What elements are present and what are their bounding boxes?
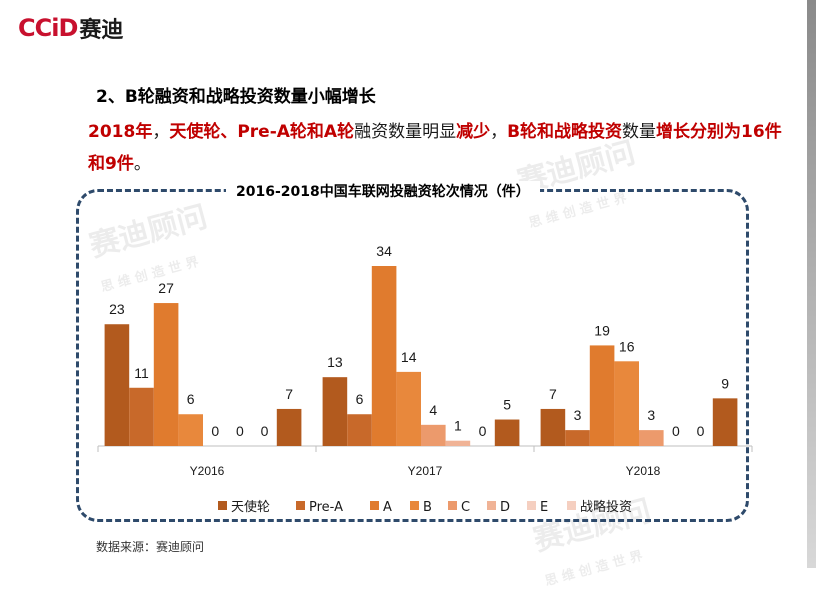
data-label: 6 xyxy=(356,391,364,407)
logo-latin: CCiD xyxy=(18,14,78,42)
data-label: 19 xyxy=(594,322,610,338)
data-label: 14 xyxy=(401,349,417,365)
bar xyxy=(421,424,446,446)
data-label: 0 xyxy=(261,423,269,439)
data-label: 9 xyxy=(721,375,729,391)
data-label: 0 xyxy=(211,423,219,439)
data-label: 0 xyxy=(236,423,244,439)
data-label: 13 xyxy=(327,354,343,370)
x-tick-label: Y2016 xyxy=(190,464,225,478)
legend-label: 战略投资 xyxy=(580,499,632,515)
legend-swatch xyxy=(218,501,227,510)
legend-swatch xyxy=(448,501,457,510)
bar xyxy=(614,361,639,446)
bar xyxy=(565,430,590,446)
lead-em: 增长分别为16件和9件 xyxy=(88,122,782,174)
legend-swatch xyxy=(296,501,305,510)
lead-paragraph: 2018年，天使轮、Pre-A轮和A轮融资数量明显减少，B轮和战略投资数量增长分… xyxy=(88,116,788,180)
bar xyxy=(494,419,520,446)
data-label: 3 xyxy=(574,407,582,423)
data-label: 7 xyxy=(549,386,557,402)
data-label: 7 xyxy=(285,386,293,402)
legend-label: Pre-A xyxy=(309,500,343,515)
bar xyxy=(276,408,302,446)
bar xyxy=(104,324,130,446)
lead-em: 减少 xyxy=(456,122,491,142)
lead-text: 融资数量明显 xyxy=(354,122,457,142)
lead-em: B轮和战略投资 xyxy=(507,122,623,142)
bar xyxy=(639,430,664,446)
legend-label: E xyxy=(540,500,548,515)
bar xyxy=(322,377,348,446)
bar xyxy=(371,266,397,446)
legend-swatch xyxy=(567,501,576,510)
legend-swatch xyxy=(410,501,419,510)
bar xyxy=(129,387,154,446)
x-tick-label: Y2018 xyxy=(626,464,661,478)
bar xyxy=(396,371,421,446)
data-label: 34 xyxy=(376,243,392,259)
bar xyxy=(712,398,738,446)
bar xyxy=(347,414,372,446)
data-label: 0 xyxy=(672,423,680,439)
x-tick-label: Y2017 xyxy=(408,464,443,478)
lead-text: ， xyxy=(152,122,170,142)
bar xyxy=(445,440,471,446)
legend-label: A xyxy=(383,500,392,515)
data-label: 0 xyxy=(697,423,705,439)
logo-chinese: 赛迪 xyxy=(79,18,124,43)
data-label: 11 xyxy=(134,365,149,381)
right-edge-bar xyxy=(807,0,816,568)
data-label: 16 xyxy=(619,338,635,354)
legend-label: C xyxy=(461,500,470,515)
data-label: 6 xyxy=(187,391,195,407)
data-label: 23 xyxy=(109,301,125,317)
bar xyxy=(178,414,203,446)
lead-text: ， xyxy=(490,122,508,142)
legend-swatch xyxy=(370,501,379,510)
legend-label: D xyxy=(500,500,510,515)
chart-title: 2016-2018中国车联网投融资轮次情况（件） xyxy=(226,181,540,201)
lead-em: 天使轮、Pre-A轮和A轮 xyxy=(169,122,355,142)
data-label: 5 xyxy=(503,397,511,413)
data-label: 3 xyxy=(647,407,655,423)
legend-swatch xyxy=(487,501,496,510)
data-source: 数据来源：赛迪顾问 xyxy=(96,540,205,554)
lead-text: 。 xyxy=(133,154,151,174)
ccid-logo: CCiD 赛迪 xyxy=(18,14,124,43)
section-title: 2、B轮融资和战略投资数量小幅增长 xyxy=(96,87,376,107)
data-label: 1 xyxy=(454,418,462,434)
data-label: 27 xyxy=(158,280,174,296)
legend-label: 天使轮 xyxy=(231,499,270,515)
bar xyxy=(540,408,566,446)
data-label: 0 xyxy=(479,423,487,439)
legend-swatch xyxy=(527,501,536,510)
legend-label: B xyxy=(423,500,432,515)
lead-em: 2018年 xyxy=(88,122,153,142)
lead-text: 数量 xyxy=(622,122,657,142)
bar xyxy=(589,345,615,446)
data-label: 4 xyxy=(429,402,437,418)
bar xyxy=(153,303,179,446)
